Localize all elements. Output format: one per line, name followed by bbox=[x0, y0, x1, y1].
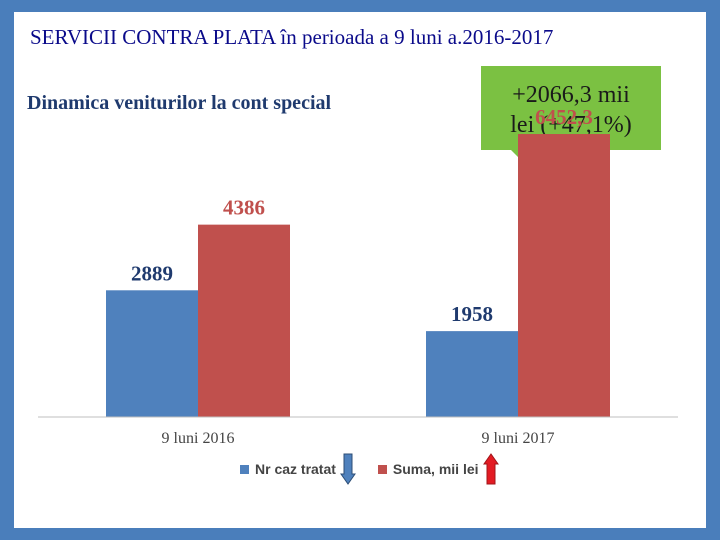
data-label-nr-caz-1: 1958 bbox=[451, 302, 493, 326]
bar-suma-1 bbox=[518, 134, 610, 417]
callout-line-2: lei (+47,1%) bbox=[510, 112, 632, 138]
legend-label-suma: Suma, mii lei bbox=[392, 461, 479, 477]
x-tick-label-1: 9 luni 2017 bbox=[482, 430, 555, 447]
callout-line-1: +2066,3 mii bbox=[512, 82, 630, 108]
legend-item-suma: Suma, mii lei bbox=[377, 453, 499, 485]
legend-label-nr-caz: Nr caz tratat bbox=[255, 461, 336, 477]
x-tick-label-0: 9 luni 2016 bbox=[162, 430, 235, 447]
legend: Nr caz tratat Suma, mii lei bbox=[240, 452, 521, 486]
data-label-suma-1: 6452,3 bbox=[535, 105, 593, 129]
data-label-nr-caz-0: 2889 bbox=[131, 261, 173, 285]
bar-suma-0 bbox=[198, 224, 290, 417]
bar-nr-caz-0 bbox=[106, 290, 198, 417]
data-label-suma-0: 4386 bbox=[223, 196, 265, 220]
legend-swatch-nr-caz bbox=[240, 464, 249, 474]
page-title: SERVICII CONTRA PLATA în perioada a 9 lu… bbox=[30, 25, 554, 49]
legend-item-nr-caz: Nr caz tratat bbox=[240, 453, 356, 485]
legend-swatch-suma bbox=[377, 464, 387, 474]
arrow-up-icon bbox=[482, 453, 499, 485]
bar-nr-caz-1 bbox=[426, 331, 518, 417]
chart-title: Dinamica veniturilor la cont special bbox=[27, 92, 332, 114]
arrow-down-icon bbox=[339, 453, 356, 485]
callout-text: +2066,3 mii lei (+47,1%) bbox=[481, 80, 661, 140]
